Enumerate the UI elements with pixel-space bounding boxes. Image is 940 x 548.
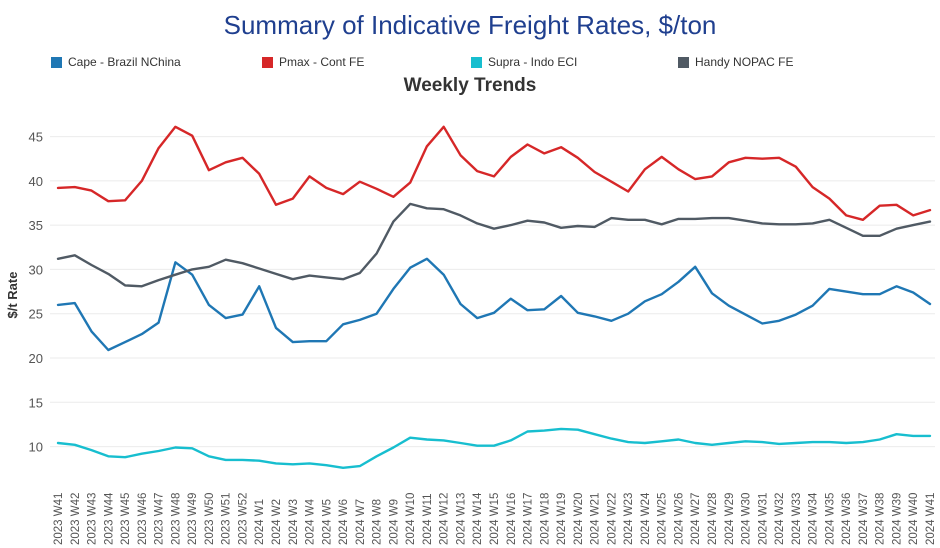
x-tick-label: 2024 W32 bbox=[774, 493, 786, 545]
x-tick-label: 2024 W17 bbox=[523, 493, 535, 545]
x-tick-label: 2024 W33 bbox=[791, 493, 803, 545]
y-tick-label: 35 bbox=[29, 218, 43, 233]
series-line-2[interactable] bbox=[56, 427, 932, 469]
x-tick-label: 2024 W10 bbox=[405, 493, 417, 545]
x-tick-label: 2024 W38 bbox=[875, 493, 887, 545]
x-tick-label: 2024 W22 bbox=[606, 493, 618, 545]
x-tick-label: 2024 W41 bbox=[925, 493, 937, 545]
x-tick-label: 2024 W19 bbox=[556, 493, 568, 545]
series-line-0[interactable] bbox=[56, 257, 932, 352]
x-tick-label: 2024 W7 bbox=[355, 499, 367, 545]
legend-label-handy: Handy NOPAC FE bbox=[695, 55, 794, 69]
x-axis-ticks: 2023 W41 2023 W42 2023 W43 2023 W44 2023 W45… bbox=[53, 492, 937, 545]
series-lines bbox=[56, 125, 932, 469]
x-tick-label: 2024 W40 bbox=[908, 493, 920, 545]
legend-item-cape[interactable]: Cape - Brazil NChina bbox=[51, 55, 181, 69]
x-tick-label: 2024 W24 bbox=[640, 492, 652, 545]
x-tick-label: 2024 W12 bbox=[439, 493, 451, 545]
legend-swatch-pmax bbox=[262, 56, 273, 68]
x-tick-label: 2024 W35 bbox=[824, 493, 836, 545]
chart-title: Summary of Indicative Freight Rates, $/t… bbox=[223, 10, 717, 40]
chart-subtitle: Weekly Trends bbox=[403, 75, 537, 96]
x-tick-label: 2024 W20 bbox=[573, 493, 585, 545]
x-tick-label: 2024 W27 bbox=[690, 493, 702, 545]
x-tick-label: 2024 W16 bbox=[506, 493, 518, 545]
x-tick-label: 2023 W46 bbox=[137, 493, 149, 545]
x-tick-label: 2024 W5 bbox=[321, 499, 333, 545]
x-tick-label: 2024 W28 bbox=[707, 493, 719, 545]
series-line-1[interactable] bbox=[56, 125, 932, 222]
x-tick-label: 2024 W23 bbox=[623, 493, 635, 545]
x-tick-label: 2024 W4 bbox=[305, 498, 317, 545]
x-tick-label: 2024 W9 bbox=[388, 499, 400, 545]
legend-swatch-handy bbox=[678, 56, 689, 68]
x-tick-label: 2024 W25 bbox=[657, 493, 669, 545]
x-tick-label: 2024 W15 bbox=[489, 493, 501, 545]
x-tick-label: 2024 W34 bbox=[808, 492, 820, 545]
x-tick-label: 2023 W47 bbox=[154, 493, 166, 545]
x-tick-label: 2024 W37 bbox=[858, 493, 870, 545]
x-tick-label: 2024 W2 bbox=[271, 499, 283, 545]
x-tick-label: 2024 W31 bbox=[757, 493, 769, 545]
legend-label-supra: Supra - Indo ECI bbox=[488, 55, 578, 69]
x-tick-label: 2024 W30 bbox=[741, 493, 753, 545]
y-tick-label: 30 bbox=[29, 262, 43, 277]
y-tick-label: 45 bbox=[29, 130, 43, 145]
x-tick-label: 2023 W44 bbox=[103, 492, 115, 545]
x-tick-label: 2024 W36 bbox=[841, 493, 853, 545]
legend: Cape - Brazil NChina Pmax - Cont FE Supr… bbox=[0, 55, 940, 71]
y-tick-label: 40 bbox=[29, 174, 43, 189]
x-tick-label: 2024 W11 bbox=[422, 493, 434, 545]
legend-swatch-cape bbox=[51, 56, 62, 68]
x-tick-label: 2024 W39 bbox=[891, 493, 903, 545]
x-tick-label: 2023 W42 bbox=[70, 493, 82, 545]
x-tick-label: 2024 W26 bbox=[673, 493, 685, 545]
x-tick-label: 2024 W8 bbox=[372, 499, 384, 545]
x-tick-label: 2023 W45 bbox=[120, 493, 132, 545]
y-tick-label: 25 bbox=[29, 307, 43, 322]
x-tick-label: 2023 W52 bbox=[237, 493, 249, 545]
x-tick-label: 2024 W14 bbox=[472, 492, 484, 545]
legend-label-cape: Cape - Brazil NChina bbox=[68, 55, 181, 69]
x-tick-label: 2023 W48 bbox=[170, 493, 182, 545]
y-tick-label: 15 bbox=[29, 395, 43, 410]
x-tick-label: 2024 W6 bbox=[338, 499, 350, 545]
legend-swatch-supra bbox=[471, 56, 482, 68]
x-tick-label: 2024 W3 bbox=[288, 499, 300, 545]
x-tick-label: 2023 W41 bbox=[53, 493, 65, 545]
gridlines bbox=[50, 136, 935, 448]
y-tick-label: 10 bbox=[29, 440, 43, 455]
series-line-3[interactable] bbox=[56, 202, 932, 288]
x-tick-label: 2024 W1 bbox=[254, 499, 266, 545]
y-tick-label: 20 bbox=[29, 351, 43, 366]
x-tick-label: 2024 W21 bbox=[590, 493, 602, 545]
x-tick-label: 2023 W49 bbox=[187, 493, 199, 545]
x-tick-label: 2023 W51 bbox=[221, 493, 233, 545]
y-axis-label: $/t Rate bbox=[5, 272, 20, 319]
legend-label-pmax: Pmax - Cont FE bbox=[279, 55, 365, 69]
x-tick-label: 2023 W50 bbox=[204, 493, 216, 545]
x-tick-label: 2023 W43 bbox=[87, 493, 99, 545]
legend-item-handy[interactable]: Handy NOPAC FE bbox=[678, 55, 793, 69]
x-tick-label: 2024 W18 bbox=[539, 493, 551, 545]
legend-item-pmax[interactable]: Pmax - Cont FE bbox=[262, 55, 364, 69]
y-axis-ticks: 10 15 20 25 30 35 40 45 bbox=[29, 130, 43, 455]
legend-item-supra[interactable]: Supra - Indo ECI bbox=[471, 55, 577, 69]
x-tick-label: 2024 W13 bbox=[455, 493, 467, 545]
x-tick-label: 2024 W29 bbox=[724, 493, 736, 545]
